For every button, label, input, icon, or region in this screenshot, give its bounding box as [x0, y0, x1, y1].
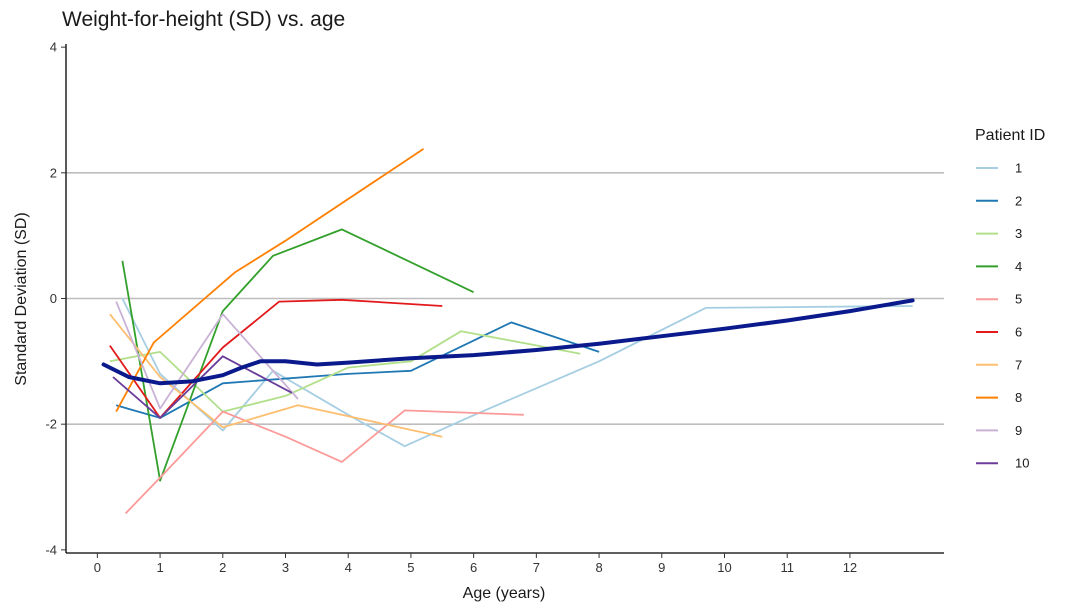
series-line-9	[115, 301, 299, 410]
legend-label-4: 4	[1015, 259, 1022, 274]
legend-label-10: 10	[1015, 456, 1029, 471]
x-tick-label: 11	[780, 560, 794, 575]
x-tick-label: 10	[717, 560, 731, 575]
legend-label-2: 2	[1015, 193, 1022, 208]
legend-label-5: 5	[1015, 292, 1022, 307]
x-axis-title: Age (years)	[463, 585, 546, 602]
x-tick-label: 9	[658, 560, 665, 575]
y-axis-title: Standard Deviation (SD)	[13, 212, 30, 385]
chart-title: Weight-for-height (SD) vs. age	[62, 8, 345, 31]
legend-title: Patient ID	[975, 127, 1045, 144]
series-layer	[109, 148, 913, 515]
series-line-10	[112, 355, 293, 419]
reference-lines	[66, 172, 944, 425]
trend-layer	[101, 298, 915, 386]
y-tick-label: 4	[50, 40, 57, 55]
x-tick-label: 3	[282, 560, 289, 575]
y-tick-label: 0	[50, 291, 57, 306]
x-tick-label: 8	[595, 560, 602, 575]
legend-label-1: 1	[1015, 161, 1022, 176]
legend: Patient ID 1 2 3 4 5 6 7 8 9 10	[975, 127, 1045, 471]
legend-label-9: 9	[1015, 423, 1022, 438]
series-line-5	[124, 409, 524, 515]
x-tick-label: 4	[345, 560, 352, 575]
x-tick-label: 12	[843, 560, 857, 575]
series-line-7	[109, 313, 443, 438]
x-tick-label: 2	[219, 560, 226, 575]
series-line-3	[109, 330, 581, 413]
legend-label-8: 8	[1015, 390, 1022, 405]
trend-line	[101, 298, 915, 386]
series-line-4	[121, 228, 474, 482]
x-tick-label: 0	[94, 560, 101, 575]
x-tick-label: 6	[470, 560, 477, 575]
legend-label-6: 6	[1015, 325, 1022, 340]
y-tick-label: -2	[45, 417, 57, 432]
x-tick-label: 7	[533, 560, 540, 575]
legend-label-3: 3	[1015, 226, 1022, 241]
series-line-8	[115, 148, 424, 413]
y-tick-label: -4	[45, 542, 57, 557]
x-tick-label: 5	[407, 560, 414, 575]
series-line-6	[109, 298, 443, 419]
y-tick-label: 2	[50, 165, 57, 180]
x-tick-label: 1	[156, 560, 163, 575]
legend-label-7: 7	[1015, 357, 1022, 372]
